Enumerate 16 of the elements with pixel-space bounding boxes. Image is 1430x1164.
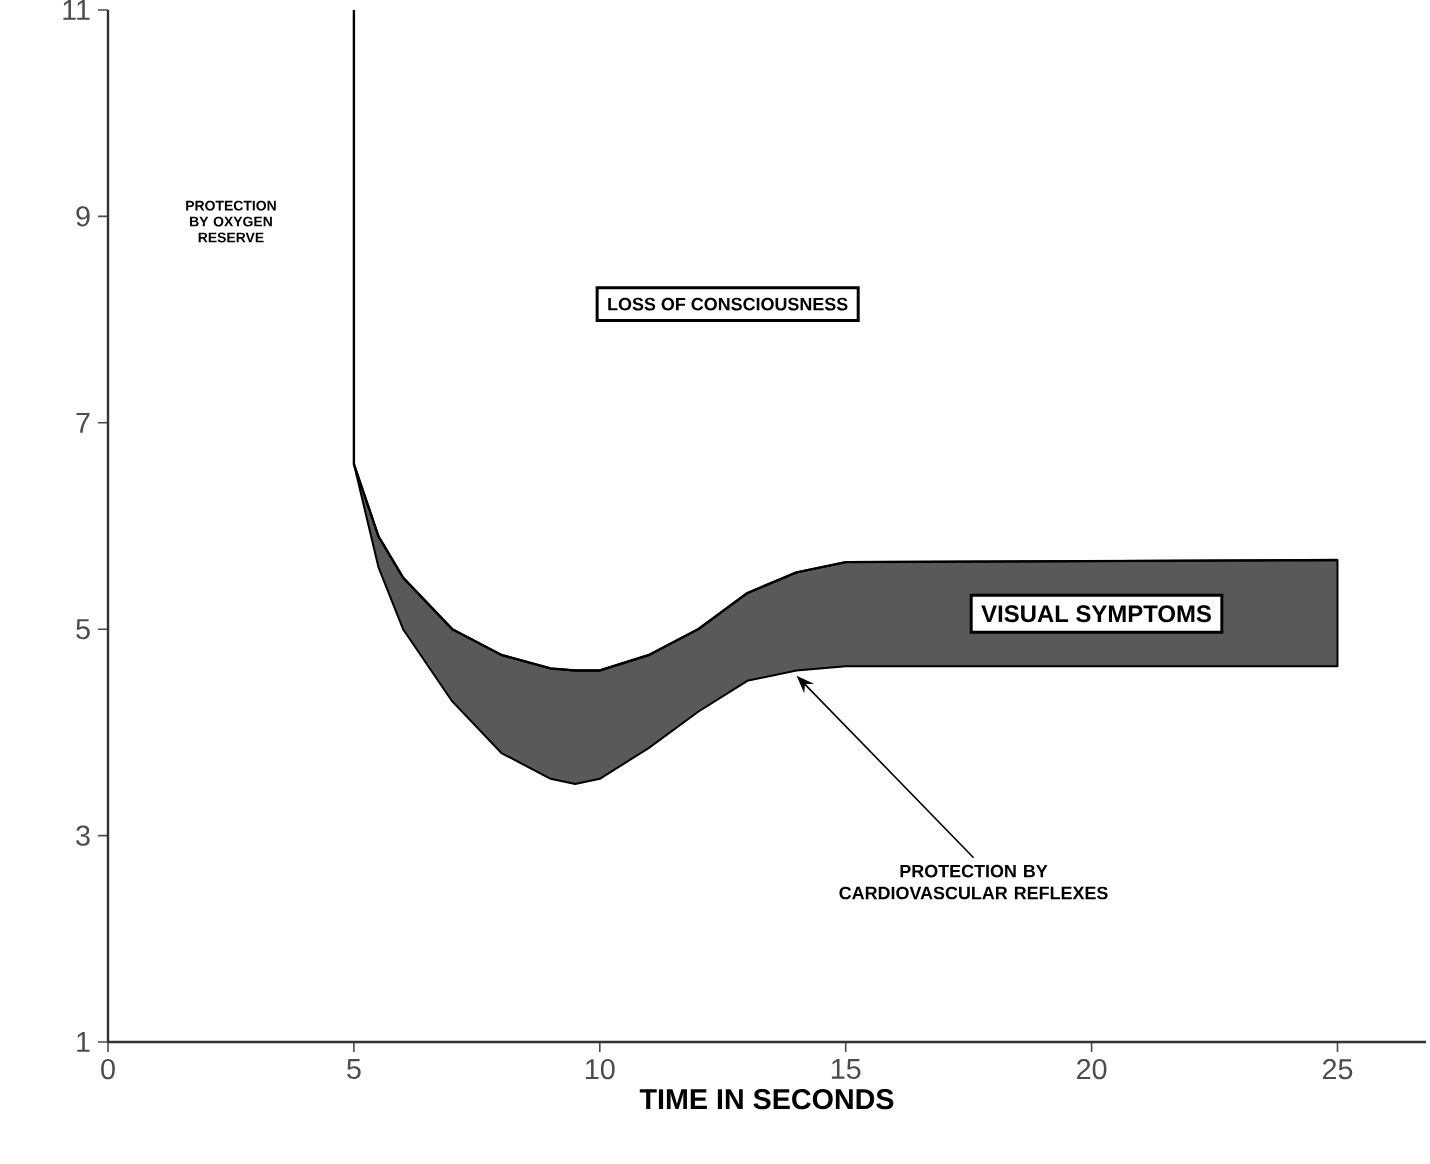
y-tick-label: 3 — [76, 825, 90, 846]
annotation: PROTECTION BY CARDIOVASCULAR REFLEXES — [839, 864, 1108, 900]
x-tick-label: 5 — [347, 1058, 361, 1080]
x-tick-label: 15 — [831, 1058, 861, 1080]
y-tick-label: 7 — [76, 412, 90, 433]
x-tick-label: 10 — [586, 1059, 615, 1080]
y-tick-label: 1 — [77, 1032, 90, 1052]
x-tick-label: 25 — [1322, 1059, 1353, 1080]
annotation: VISUAL SYMPTOMS — [981, 605, 1211, 623]
y-tick-label: 9 — [76, 206, 90, 227]
annotation: LOSS OF CONSCIOUSNESS — [608, 297, 848, 311]
x-tick-label: 0 — [101, 1059, 115, 1080]
x-tick-label: 20 — [1077, 1059, 1107, 1080]
y-tick-label: 11 — [63, 0, 90, 20]
x-axis-title: TIME IN SECONDS — [639, 1089, 894, 1110]
y-tick-label: 5 — [76, 619, 90, 640]
